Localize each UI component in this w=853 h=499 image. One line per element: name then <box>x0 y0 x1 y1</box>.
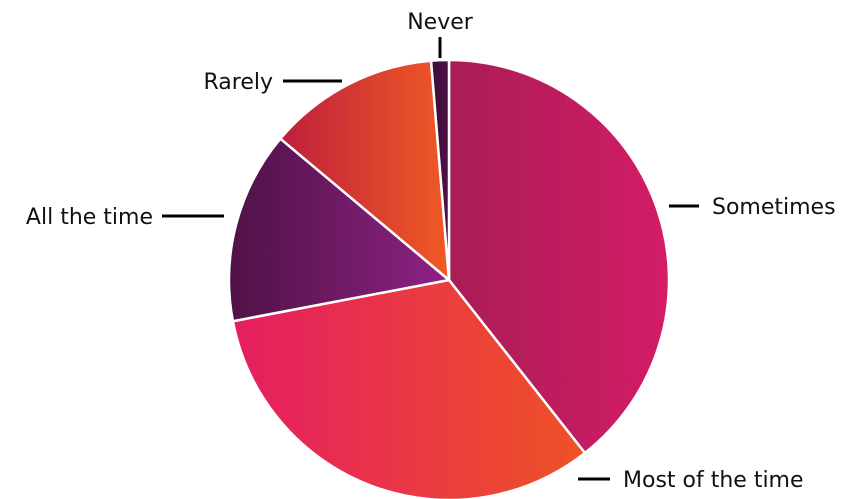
slice-label-most-of-the-time: Most of the time <box>623 468 804 493</box>
pie-slice-never <box>429 58 451 282</box>
pie-slice-rarely <box>279 59 451 282</box>
slice-label-sometimes: Sometimes <box>712 195 836 220</box>
pie-slice-sometimes <box>447 58 671 455</box>
slices-layer <box>227 58 671 499</box>
slice-label-rarely: Rarely <box>203 70 273 95</box>
pie-slice-all-the-time <box>227 137 451 323</box>
labels-layer: Sometimes Most of the time All the time Rar… <box>26 10 836 493</box>
pie-slice-most-of-the-time <box>231 278 587 499</box>
slice-label-all-the-time: All the time <box>26 205 153 230</box>
slice-label-never: Never <box>407 10 474 35</box>
